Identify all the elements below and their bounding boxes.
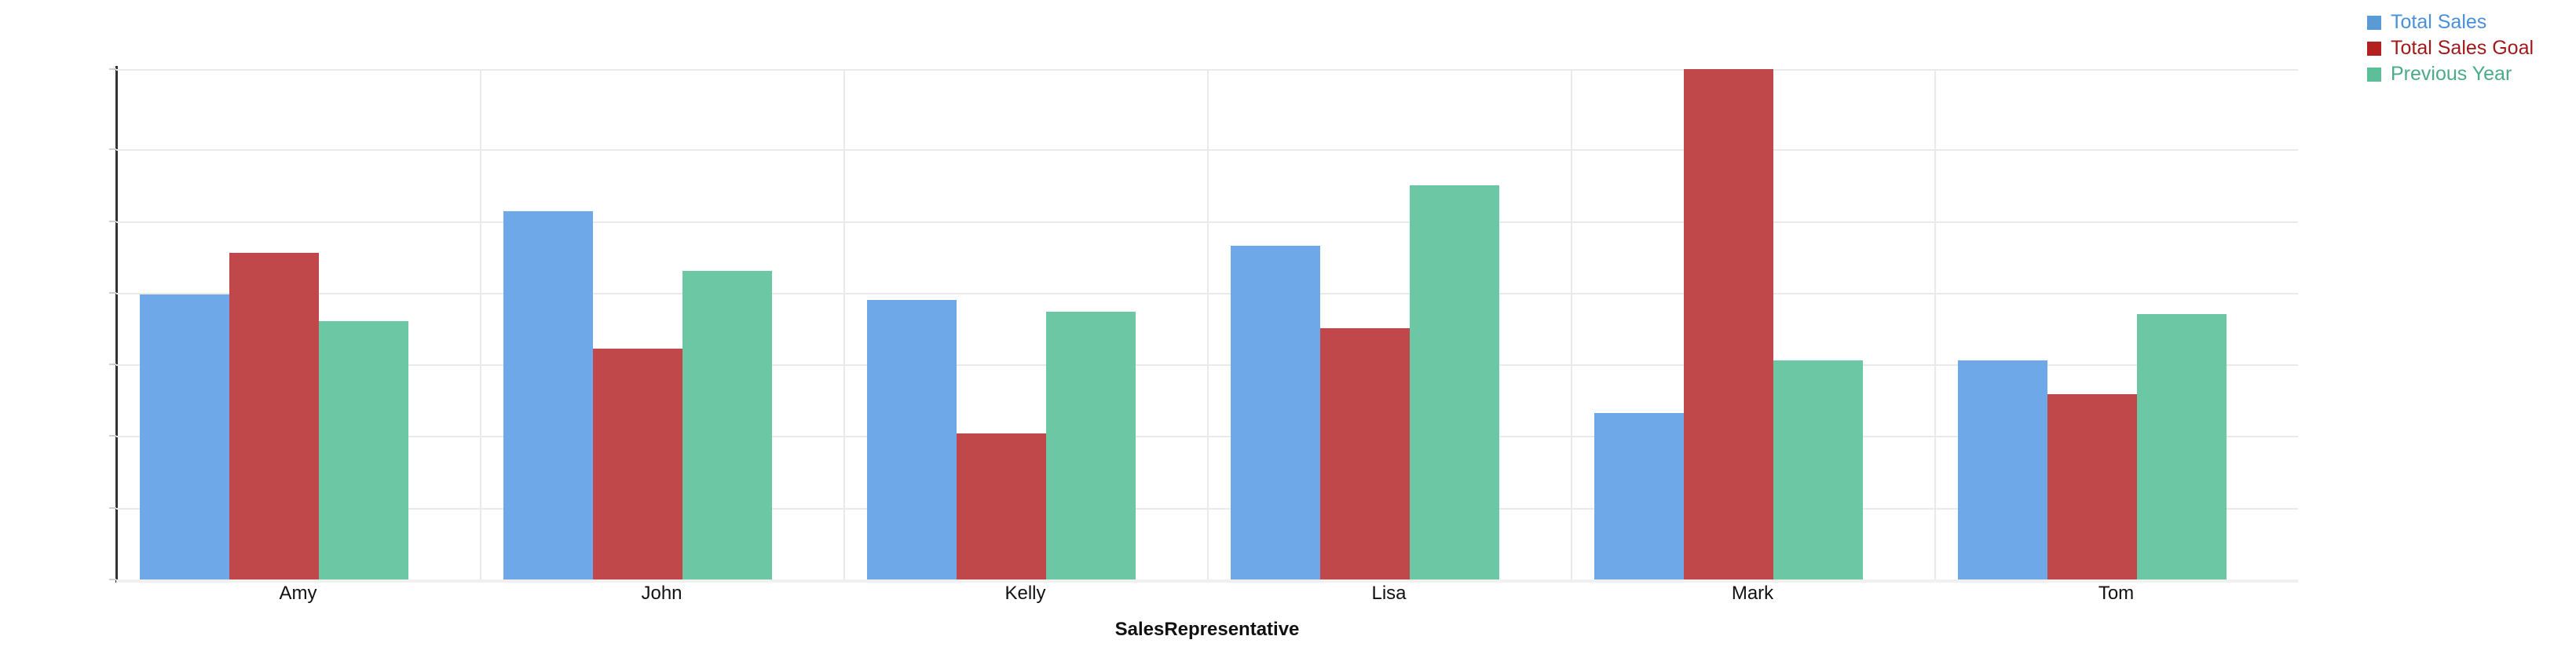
x-tick-label: Mark <box>1731 583 1774 604</box>
y-tick-mark <box>109 148 116 151</box>
bar-group-bars <box>1571 69 1958 579</box>
bar-group-tom: Tom <box>1934 69 2298 604</box>
x-group-separator <box>480 69 481 579</box>
plot-area: $0$50k$100k$150k$200k$250k$300k$356kAmyJ… <box>109 68 2298 640</box>
x-group-separator <box>1207 69 1209 579</box>
legend-item-total-sales[interactable]: Total Sales <box>2367 9 2576 35</box>
bar-lisa-total-sales-goal[interactable] <box>1320 328 1411 579</box>
y-tick-mark <box>109 435 116 437</box>
x-group-separator <box>1571 69 1572 579</box>
bar-amy-total-sales[interactable] <box>140 294 230 579</box>
bar-john-previous-year[interactable] <box>682 271 773 579</box>
bar-tom-total-sales[interactable] <box>1958 360 2048 579</box>
y-tick-mark <box>109 68 116 70</box>
x-axis-line <box>116 579 2298 583</box>
bar-john-total-sales[interactable] <box>503 210 594 579</box>
x-tick-label: John <box>641 583 682 604</box>
legend-swatch-icon <box>2367 41 2381 56</box>
y-axis-line <box>115 66 118 583</box>
legend-item-previous-year[interactable]: Previous Year <box>2367 61 2576 87</box>
chart-legend: Total Sales Total Sales Goal Previous Year <box>2367 9 2576 87</box>
bar-kelly-total-sales-goal[interactable] <box>957 433 1047 579</box>
bar-kelly-total-sales[interactable] <box>867 299 957 579</box>
bar-group-bars <box>480 69 867 579</box>
bar-group-john: John <box>480 69 843 604</box>
bar-mark-previous-year[interactable] <box>1773 360 1864 579</box>
legend-swatch-icon <box>2367 15 2381 30</box>
x-tick-label: Lisa <box>1371 583 1407 604</box>
bar-mark-total-sales[interactable] <box>1594 413 1685 579</box>
bar-tom-previous-year[interactable] <box>2137 314 2227 579</box>
bar-group-lisa: Lisa <box>1207 69 1571 604</box>
x-axis-title: SalesRepresentative <box>1114 619 1300 640</box>
bar-lisa-total-sales[interactable] <box>1231 245 1321 579</box>
x-tick-label: Amy <box>279 583 317 604</box>
legend-swatch-icon <box>2367 67 2381 82</box>
y-tick-mark <box>109 506 116 509</box>
bar-john-total-sales-goal[interactable] <box>593 349 683 579</box>
bar-group-amy: Amy <box>116 69 480 604</box>
x-group-separator <box>843 69 845 579</box>
y-tick-mark <box>109 364 116 366</box>
bar-amy-total-sales-goal[interactable] <box>229 252 320 579</box>
x-tick-label: Tom <box>2098 583 2135 604</box>
legend-label: Total Sales <box>2391 11 2487 33</box>
legend-label: Total Sales Goal <box>2391 37 2534 59</box>
bar-group-bars <box>1934 69 2322 579</box>
bar-tom-total-sales-goal[interactable] <box>2047 394 2138 579</box>
y-tick-mark <box>109 220 116 222</box>
bar-group-bars <box>116 69 503 579</box>
legend-label: Previous Year <box>2391 63 2512 85</box>
bar-group-bars <box>843 69 1231 579</box>
bar-mark-total-sales-goal[interactable] <box>1684 69 1774 579</box>
bar-amy-previous-year[interactable] <box>319 321 409 579</box>
bar-group-kelly: Kelly <box>843 69 1207 604</box>
y-tick-mark <box>109 579 116 580</box>
x-tick-label: Kelly <box>1004 583 1046 604</box>
bar-group-mark: Mark <box>1571 69 1934 604</box>
bar-lisa-previous-year[interactable] <box>1410 185 1500 579</box>
y-tick-mark <box>109 291 116 294</box>
bar-kelly-previous-year[interactable] <box>1046 311 1136 579</box>
legend-item-total-sales-goal[interactable]: Total Sales Goal <box>2367 35 2576 61</box>
bar-group-bars <box>1207 69 1594 579</box>
x-group-separator <box>1934 69 1936 579</box>
